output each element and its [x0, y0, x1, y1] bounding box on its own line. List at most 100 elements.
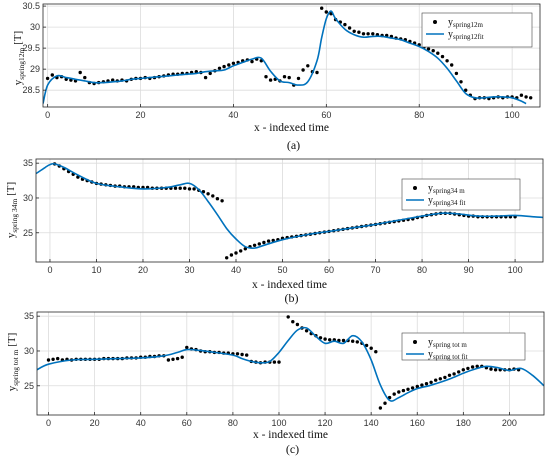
x-tick-label: 90: [464, 265, 474, 275]
y-axis-label-unit: [T]: [5, 182, 17, 199]
data-point: [245, 353, 249, 357]
x-tick-label: 60: [324, 265, 334, 275]
data-point: [351, 339, 355, 343]
data-point: [301, 68, 305, 72]
data-point: [445, 59, 449, 63]
data-point: [341, 338, 346, 343]
data-point: [287, 75, 291, 80]
data-point: [50, 73, 54, 77]
x-tick-label: 100: [505, 110, 520, 120]
y-axis-label-unit: [T]: [6, 333, 18, 350]
y-tick-label: 35: [24, 311, 34, 321]
data-point: [243, 247, 247, 251]
y-axis-label-main: y: [6, 385, 18, 391]
data-point: [320, 6, 324, 10]
panel-caption: (a): [287, 138, 300, 152]
data-point: [347, 26, 352, 30]
fit-curve-line: [37, 326, 544, 402]
legend-marker-icon: [413, 186, 417, 190]
legend-entry-main: y: [428, 349, 433, 360]
y-axis-label: yspring tot m [T]: [6, 333, 20, 392]
data-point: [457, 370, 461, 374]
data-point: [208, 71, 212, 76]
legend-entry: yspring tot fit: [428, 349, 468, 361]
data-point: [323, 337, 327, 341]
data-point: [318, 336, 323, 340]
data-point: [46, 358, 51, 362]
legend-entry-main: y: [428, 337, 433, 348]
data-point: [185, 345, 189, 350]
x-axis-label: x - indexed time: [254, 122, 329, 134]
data-point: [262, 240, 266, 245]
data-point: [166, 358, 171, 362]
y-tick-label: 28.5: [22, 85, 40, 95]
data-point: [271, 238, 275, 243]
legend-box: [401, 332, 526, 361]
data-point: [183, 186, 187, 190]
data-point: [192, 187, 196, 191]
data-point: [355, 340, 359, 344]
data-point: [475, 364, 479, 368]
data-point: [324, 10, 328, 14]
y-tick-label: 25: [23, 228, 33, 238]
data-point: [282, 75, 287, 79]
data-point: [252, 243, 257, 247]
y-tick-label: 30: [30, 22, 40, 32]
chart-panel-c: 0 20 40 60 80 100 120 140 160 180 200 25 30 35 x - ind…: [6, 311, 545, 456]
data-point: [264, 75, 268, 79]
x-tick-label: 40: [228, 110, 238, 120]
data-point: [443, 375, 447, 380]
data-point: [352, 29, 356, 33]
data-point: [461, 368, 465, 372]
data-point: [201, 190, 206, 194]
fit-curve-line: [43, 10, 527, 105]
data-point: [466, 366, 470, 371]
data-point: [392, 392, 396, 396]
x-tick-label: 200: [502, 418, 517, 428]
legend-entry: yspring34 fit: [428, 195, 466, 207]
data-point: [295, 322, 300, 327]
x-tick-label: 80: [417, 265, 427, 275]
data-point: [410, 386, 415, 390]
data-point: [203, 75, 208, 80]
data-point: [459, 80, 463, 84]
panel-caption: (c): [286, 442, 299, 456]
data-point: [429, 380, 433, 384]
legend-box: [421, 12, 533, 48]
data-point: [229, 253, 234, 257]
data-point: [436, 51, 440, 55]
chart-panel-a: 0 20 40 60 80 100 28.5 29 29.5 30 30.5 x - indexed …: [12, 1, 541, 152]
x-tick-label: 60: [182, 418, 192, 428]
y-axis-label-sub: spring 34m: [10, 199, 19, 233]
legend-entry-sub: spring tot fit: [433, 353, 468, 361]
x-tick-label: 20: [136, 110, 146, 120]
y-axis-label: yspring12m [T]: [12, 31, 26, 85]
x-axis-label: x - indexed time: [252, 279, 327, 291]
data-point: [493, 368, 498, 372]
data-point: [357, 30, 361, 34]
data-point: [387, 395, 392, 400]
data-point: [383, 401, 387, 405]
x-tick-label: 10: [91, 265, 101, 275]
data-point: [173, 186, 178, 190]
x-tick-label: 30: [184, 265, 194, 275]
y-tick-label: 25: [24, 381, 34, 391]
data-point: [206, 192, 210, 196]
data-point: [426, 47, 431, 51]
x-tick-label: 140: [364, 418, 379, 428]
data-point: [51, 357, 55, 361]
data-point: [420, 383, 424, 387]
x-tick-label: 40: [136, 418, 146, 428]
data-point: [452, 372, 456, 376]
data-point: [397, 390, 401, 394]
plot-area: [43, 6, 533, 105]
data-point: [470, 365, 475, 369]
data-point: [424, 382, 429, 386]
data-point: [231, 61, 236, 65]
x-tick-label: 60: [321, 110, 331, 120]
y-tick-label: 30: [23, 193, 33, 203]
data-point: [187, 187, 192, 191]
data-point: [175, 356, 180, 361]
legend-entry-sub: spring12fit: [453, 33, 484, 41]
